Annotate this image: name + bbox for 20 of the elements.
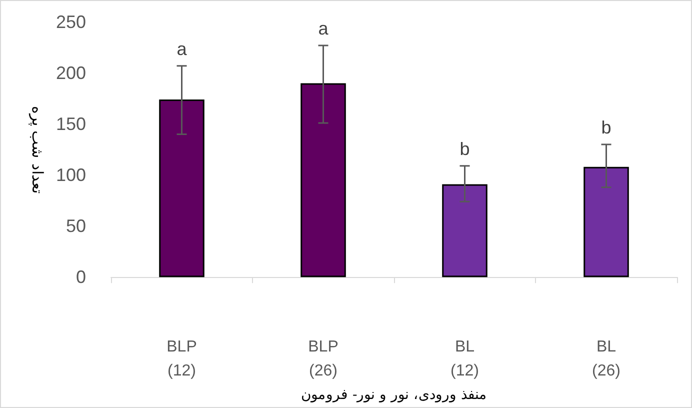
x-axis-title: منفذ ورودی، نور و نور- فرومون [301,387,487,403]
annotation: a [176,38,188,59]
y-tick-label: 0 [76,267,86,288]
y-tick-label: 250 [56,12,86,32]
bar [159,100,204,278]
y-tick-label: 100 [56,165,86,186]
x-tick-label: BL (26) [592,338,620,380]
y-tick-label: 200 [56,63,86,84]
annotation: a [318,18,330,38]
y-axis-title: تعداد شب پره [28,106,47,194]
bar [584,166,629,278]
y-tick-label: 150 [56,114,86,134]
bar [442,184,488,278]
x-tick-label: BLP (12) [166,338,197,380]
annotation: b [601,117,612,138]
annotation: b [460,138,470,159]
y-tick-label: 50 [66,216,86,236]
x-tick-label: BL (12) [450,338,479,380]
x-tick-label: BLP (26) [308,338,338,380]
bar [300,83,346,278]
